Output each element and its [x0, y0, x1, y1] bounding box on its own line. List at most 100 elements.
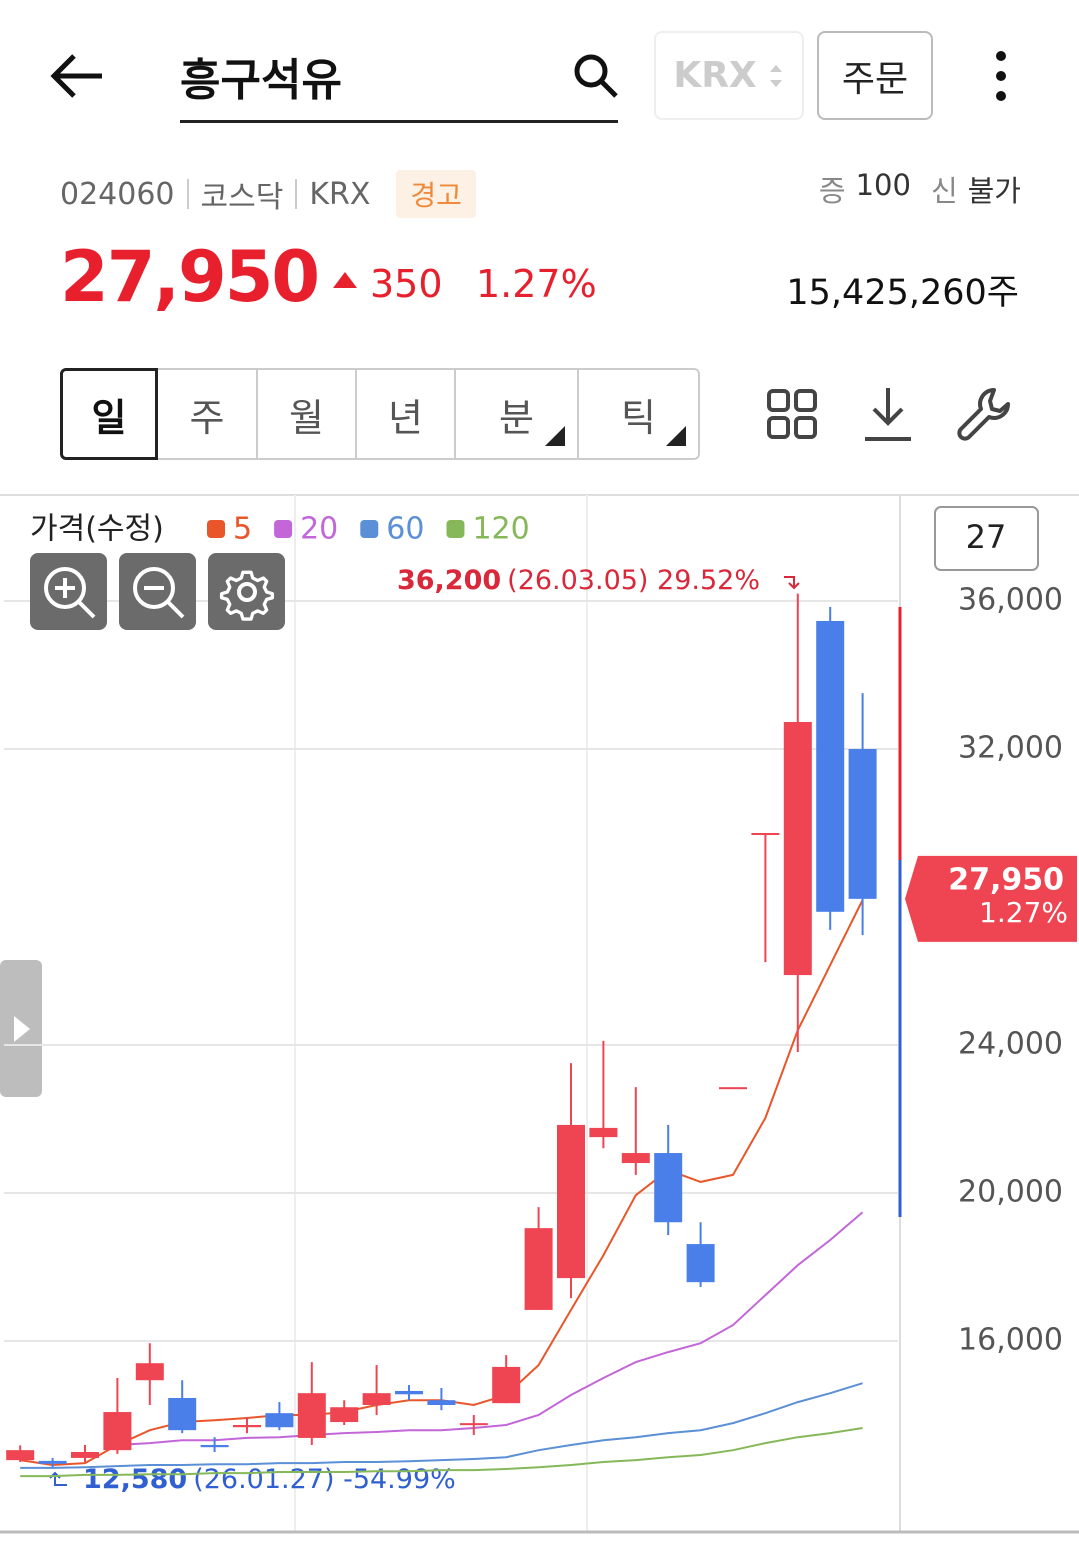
y-tick-label: 16,000	[958, 1323, 1063, 1358]
search-button[interactable]	[573, 53, 619, 99]
high-arrow	[784, 576, 800, 590]
candle-body	[816, 620, 845, 912]
candle-body	[135, 1363, 164, 1381]
download-button[interactable]	[862, 385, 914, 443]
candle-body	[330, 1407, 359, 1423]
candle-body	[459, 1423, 488, 1426]
up-triangle	[333, 272, 357, 288]
price-change: 350	[370, 262, 443, 306]
candle-body	[621, 1153, 650, 1164]
candle-body	[6, 1450, 35, 1461]
candle-body	[103, 1412, 132, 1451]
stock-exchange: KRX	[309, 176, 371, 212]
candle-body	[71, 1452, 99, 1458]
zoom-in-button[interactable]	[30, 553, 107, 630]
legend-swatch	[360, 520, 379, 538]
tab[interactable]: 일	[60, 368, 158, 460]
y-tick-label: 36,000	[958, 583, 1063, 618]
tab[interactable]: 주	[158, 368, 258, 460]
tab-label: 분	[499, 395, 534, 440]
legend-swatch	[446, 520, 465, 538]
tab-label: 틱	[621, 395, 656, 440]
moving-average-line	[117, 1211, 864, 1446]
legend-title: 가격(수정)	[30, 512, 164, 547]
candle-body	[719, 1087, 747, 1090]
y-tick-label: 24,000	[958, 1027, 1063, 1062]
tab[interactable]: 월	[258, 368, 357, 460]
current-price-label: 27,950	[948, 862, 1064, 897]
current-price-tag	[905, 855, 1077, 942]
candle-body	[200, 1444, 229, 1448]
legend-label: 20	[300, 512, 338, 547]
volume: 15,425,260주	[786, 273, 1019, 313]
legend-label: 5	[233, 512, 252, 547]
candle-body	[783, 721, 812, 976]
y-tick-label: 20,000	[958, 1175, 1063, 1210]
candle-body	[557, 1124, 585, 1279]
candle-body	[168, 1397, 197, 1431]
count-box[interactable]	[934, 506, 1039, 571]
layout-button[interactable]	[766, 388, 818, 440]
search-underline	[180, 120, 618, 123]
chart-settings-button[interactable]	[208, 553, 285, 630]
stock-market: 코스닥	[200, 180, 284, 215]
warning-badge: 경고	[396, 170, 476, 218]
stock-title: 흥구석유	[180, 55, 342, 106]
candle-body	[654, 1153, 683, 1223]
settings-tool-button[interactable]	[956, 386, 1014, 442]
candle-body	[297, 1393, 326, 1438]
tab[interactable]: 분	[456, 368, 579, 460]
current-change-label: 1.27%	[979, 896, 1068, 929]
current-price: 27,950	[60, 236, 320, 318]
legend-label: 120	[472, 512, 529, 547]
candle-body	[233, 1424, 261, 1428]
stock-code: 024060	[60, 176, 175, 212]
legend-label: 60	[386, 512, 424, 547]
trade-conditions: 증 100 신 불가	[819, 168, 1021, 210]
candle-body	[524, 1228, 553, 1310]
legend-swatch	[207, 520, 225, 538]
side-panel-arrow	[14, 1016, 30, 1042]
more-button[interactable]	[990, 50, 1012, 102]
credit-label: 신	[930, 174, 958, 208]
legend-swatch	[274, 520, 293, 538]
stock-meta: 024060 코스닥 KRX 경고	[60, 170, 476, 218]
margin-value: 100	[855, 168, 911, 202]
updown-icon	[769, 64, 782, 87]
order-button-label: 주문	[841, 58, 909, 100]
candle-body	[38, 1460, 67, 1464]
high-price: 36,200	[397, 565, 501, 596]
exchange-button[interactable]: KRX	[654, 31, 804, 120]
candle-body	[848, 749, 877, 899]
margin-label: 증	[818, 174, 846, 208]
exchange-button-label: KRX	[673, 55, 757, 96]
candle-count: 27	[966, 518, 1007, 556]
high-annotation: 36,200 (26.03.05) 29.52%	[397, 565, 760, 596]
period-tabs: 일 주 월 년 분 틱	[60, 368, 700, 460]
tab[interactable]: 년	[357, 368, 456, 460]
moving-average-line	[20, 1382, 863, 1469]
change-rate: 1.27%	[476, 262, 597, 306]
tab[interactable]: 틱	[579, 368, 700, 460]
candle-body	[395, 1390, 423, 1395]
zoom-out-button[interactable]	[119, 553, 196, 630]
low-price: 12,580	[83, 1464, 187, 1495]
order-button[interactable]: 주문	[817, 31, 933, 120]
high-detail: (26.03.05) 29.52%	[507, 565, 760, 596]
candle-body	[686, 1244, 715, 1283]
candle-body	[492, 1366, 521, 1404]
candle-body	[427, 1400, 456, 1406]
candle-body	[589, 1127, 618, 1138]
credit-value: 불가	[967, 174, 1021, 208]
moving-average-line	[20, 899, 864, 1467]
back-button[interactable]	[50, 52, 106, 100]
moving-average-line	[20, 1427, 863, 1478]
candle-body	[751, 832, 780, 835]
candle-body	[362, 1393, 391, 1406]
candle-body	[265, 1413, 294, 1428]
low-annotation: 12,580 (26.01.27) -54.99%	[83, 1464, 456, 1495]
low-detail: (26.01.27) -54.99%	[193, 1464, 456, 1495]
y-tick-label: 32,000	[958, 731, 1063, 766]
